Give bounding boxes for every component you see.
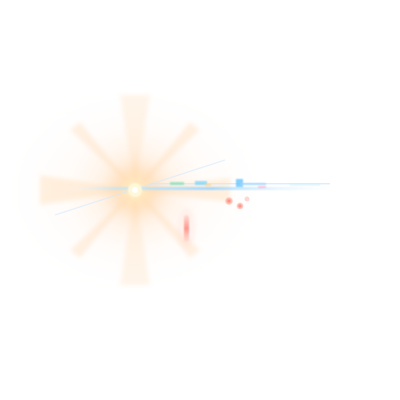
flare-streak (60, 187, 335, 190)
chromatic-artifacts (170, 179, 320, 188)
flare-core-center (132, 187, 138, 193)
ghost-spot-faint (244, 196, 250, 202)
ghost-spot (224, 196, 234, 206)
ghost-pill-halo (177, 208, 196, 248)
ghost-spot (236, 202, 244, 210)
